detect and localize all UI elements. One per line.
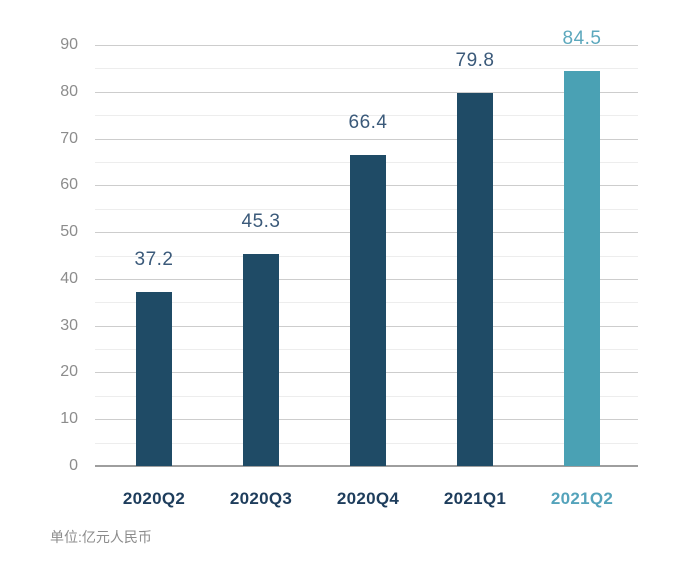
y-axis-tick-10: 10	[60, 410, 78, 428]
y-axis-tick-0: 0	[69, 457, 78, 474]
y-axis-tick-30: 30	[60, 316, 78, 334]
gridline-major	[95, 91, 638, 93]
x-axis-tick-2021Q2: 2021Q2	[550, 489, 614, 508]
bar-2020Q3	[243, 254, 279, 466]
x-axis-tick-2020Q3: 2020Q3	[229, 489, 293, 508]
x-axis-tick-2021Q1: 2021Q1	[443, 489, 507, 508]
y-axis-tick-60: 60	[60, 176, 78, 194]
bar-value-2020Q4: 66.4	[348, 112, 388, 134]
gridline-minor	[95, 68, 638, 70]
bar-2020Q2	[136, 291, 172, 466]
bar-2021Q2	[564, 70, 600, 466]
x-axis-baseline	[95, 465, 638, 467]
y-axis-tick-80: 80	[60, 82, 78, 100]
x-axis-tick-2020Q2: 2020Q2	[122, 489, 186, 508]
bar-2020Q4	[350, 155, 386, 466]
y-axis-tick-70: 70	[60, 129, 78, 147]
bar-value-2021Q1: 79.8	[455, 49, 495, 71]
y-axis-tick-20: 20	[60, 363, 78, 381]
y-axis-tick-40: 40	[60, 269, 78, 287]
gridline-major	[95, 138, 638, 140]
bar-value-2020Q3: 45.3	[241, 211, 281, 233]
unit-label: 单位:亿元人民币	[50, 529, 152, 545]
gridline-minor	[95, 115, 638, 117]
gridline-major	[95, 45, 638, 46]
bar-value-2020Q2: 37.2	[134, 248, 174, 270]
bar-value-2021Q2: 84.5	[562, 27, 602, 49]
bar-2021Q1	[457, 92, 493, 466]
y-axis-tick-90: 90	[60, 36, 78, 53]
y-axis-tick-50: 50	[60, 223, 78, 241]
x-axis-tick-2020Q4: 2020Q4	[336, 489, 400, 508]
